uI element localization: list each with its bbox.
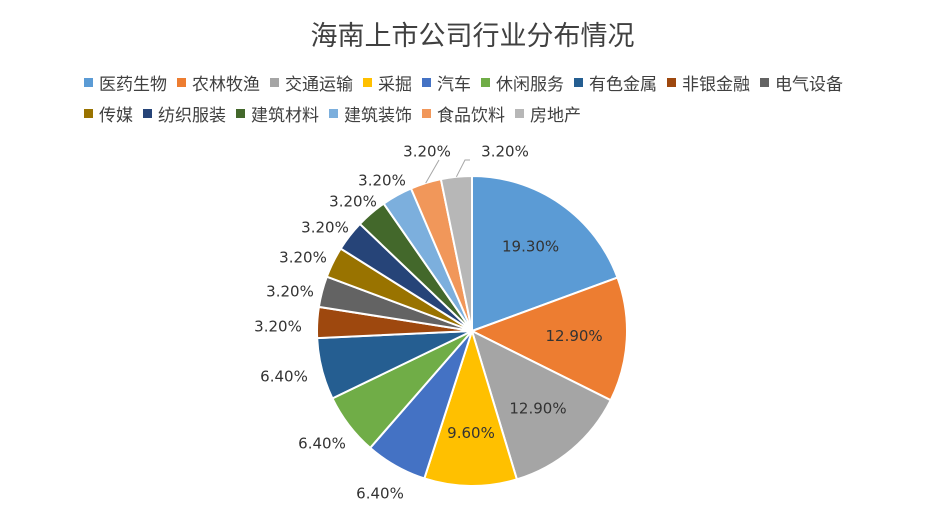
- pie-slice: [423, 327, 519, 487]
- slice-label: 6.40%: [298, 435, 346, 453]
- legend-item: 建筑材料: [236, 101, 319, 126]
- slice-label: 12.90%: [545, 327, 602, 345]
- legend-swatch: [236, 109, 245, 118]
- slice-label: 3.20%: [403, 143, 451, 161]
- legend-label: 有色金属: [589, 75, 657, 95]
- slice-label: 12.90%: [509, 400, 566, 418]
- legend-swatch: [329, 109, 338, 118]
- legend-item: 农林牧渔: [177, 70, 260, 95]
- chart-title: 海南上市公司行业分布情况: [310, 21, 635, 52]
- legend: 医药生物 农林牧渔 交通运输 采掘 汽车 休闲服务 有色金属 非银金融 电气设备传媒 纺织服装 建筑…: [84, 70, 884, 132]
- legend-label: 房地产: [530, 106, 581, 126]
- legend-label: 食品饮料: [437, 106, 505, 126]
- legend-swatch: [422, 78, 431, 87]
- legend-item: 建筑装饰: [329, 101, 412, 126]
- slice-label: 3.20%: [481, 143, 529, 161]
- legend-label: 建筑装饰: [344, 106, 412, 126]
- legend-swatch: [270, 78, 279, 87]
- legend-item: 采掘: [363, 70, 412, 95]
- slice-label: 3.20%: [329, 193, 377, 211]
- legend-item: 非银金融: [667, 70, 750, 95]
- slice-label: 19.30%: [502, 238, 559, 256]
- slice-label: 3.20%: [266, 283, 314, 301]
- slice-label: 3.20%: [254, 318, 302, 336]
- pie-slice: [471, 174, 619, 333]
- legend-label: 农林牧渔: [192, 75, 260, 95]
- legend-item: 交通运输: [270, 70, 353, 95]
- slice-label: 3.20%: [358, 172, 406, 190]
- legend-label: 采掘: [378, 75, 412, 95]
- legend-swatch: [363, 78, 372, 87]
- legend-swatch: [481, 78, 490, 87]
- legend-item: 汽车: [422, 70, 471, 95]
- legend-label: 汽车: [437, 75, 471, 95]
- legend-swatch: [84, 78, 93, 87]
- slice-label: 3.20%: [301, 219, 349, 237]
- legend-swatch: [515, 109, 524, 118]
- legend-item: 纺织服装: [143, 101, 226, 126]
- leader-line: [455, 159, 470, 178]
- legend-label: 纺织服装: [158, 106, 226, 126]
- legend-swatch: [667, 78, 676, 87]
- legend-label: 建筑材料: [251, 106, 319, 126]
- legend-item: 医药生物: [84, 70, 167, 95]
- legend-item: 电气设备: [760, 70, 843, 95]
- legend-swatch: [84, 109, 93, 118]
- legend-swatch: [177, 78, 186, 87]
- legend-swatch: [143, 109, 152, 118]
- legend-swatch: [422, 109, 431, 118]
- leader-line: [425, 159, 440, 184]
- legend-swatch: [574, 78, 583, 87]
- legend-label: 休闲服务: [496, 75, 564, 95]
- legend-label: 传媒: [99, 106, 133, 126]
- pie-slice: [439, 174, 473, 332]
- legend-item: 房地产: [515, 101, 581, 126]
- slice-label: 3.20%: [279, 249, 327, 267]
- slice-label: 6.40%: [356, 485, 404, 503]
- legend-label: 电气设备: [775, 75, 843, 95]
- legend-item: 有色金属: [574, 70, 657, 95]
- slice-label: 9.60%: [447, 424, 495, 442]
- legend-item: 传媒: [84, 101, 133, 126]
- legend-item: 休闲服务: [481, 70, 564, 95]
- pie-slice: [469, 276, 628, 402]
- legend-item: 食品饮料: [422, 101, 505, 126]
- legend-label: 非银金融: [682, 75, 750, 95]
- legend-swatch: [760, 78, 769, 87]
- legend-label: 医药生物: [99, 75, 167, 95]
- legend-label: 交通运输: [285, 75, 353, 95]
- slice-label: 6.40%: [260, 368, 308, 386]
